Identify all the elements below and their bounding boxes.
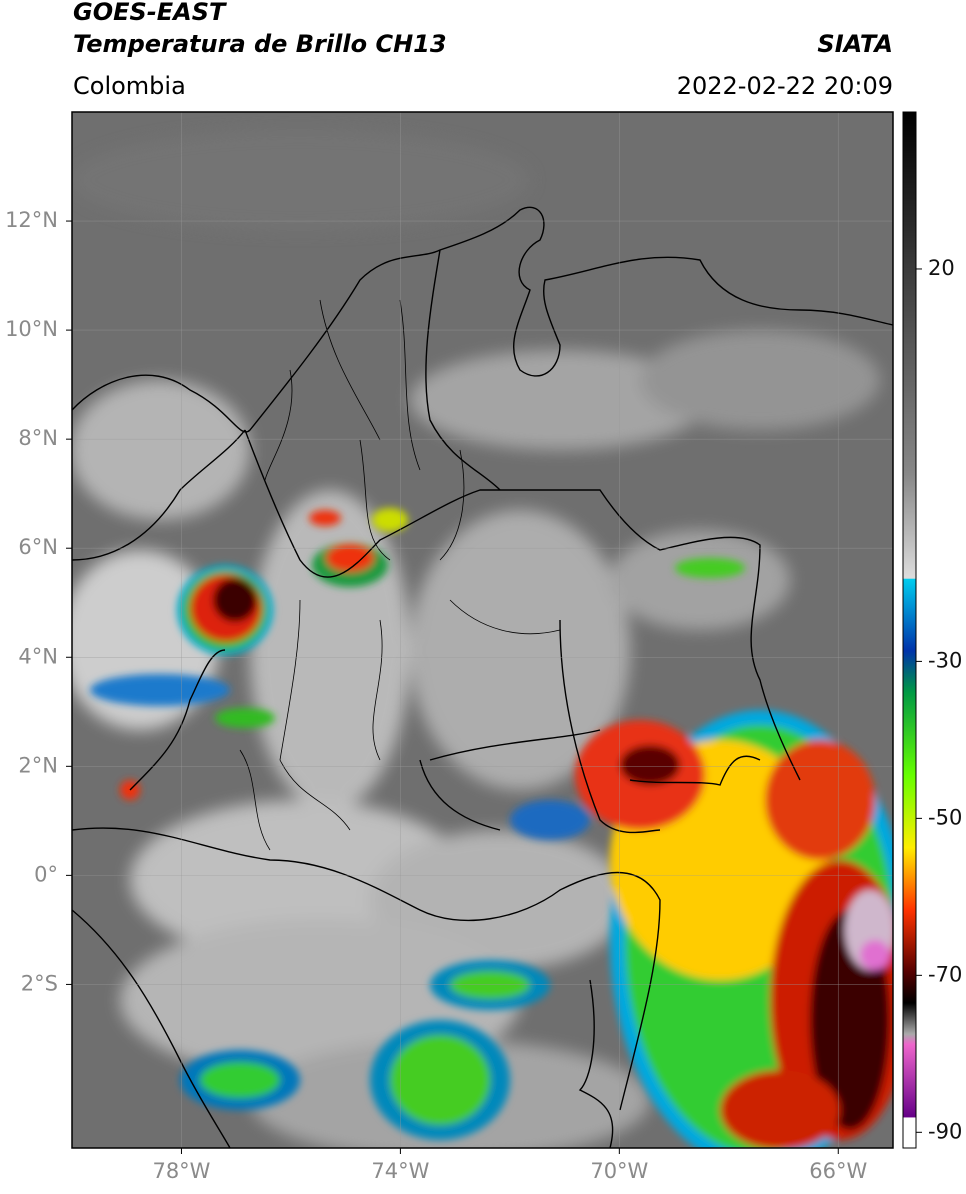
- subtitle: Temperatura de Brillo CH13: [73, 30, 447, 58]
- y-tick-label: 4°N: [18, 644, 58, 668]
- colorbar-tick-label: 20: [928, 256, 955, 280]
- y-tick-label: 12°N: [5, 208, 58, 232]
- y-tick-label: 8°N: [18, 426, 58, 450]
- satellite-image: [72, 112, 893, 1148]
- timestamp: 2022-02-22 20:09: [677, 72, 893, 100]
- source: SIATA: [817, 30, 893, 58]
- region: Colombia: [73, 72, 186, 100]
- colorbar: [902, 111, 917, 1149]
- colorbar-tick-label: -70: [928, 962, 962, 986]
- x-tick-label: 78°W: [152, 1159, 210, 1183]
- colorbar-tick-label: -30: [928, 648, 962, 672]
- grid: [72, 112, 893, 1148]
- y-tick-label: 10°N: [5, 317, 58, 341]
- x-tick-label: 74°W: [371, 1159, 429, 1183]
- y-tick-label: 2°N: [18, 753, 58, 777]
- x-tick-label: 70°W: [590, 1159, 648, 1183]
- map-frame: [71, 111, 894, 1149]
- y-tick-label: 0°: [34, 862, 58, 886]
- title: GOES-EAST: [73, 0, 227, 26]
- colorbar-tick-label: -90: [928, 1119, 962, 1143]
- colorbar-tick-label: -50: [928, 805, 962, 829]
- y-tick-label: 2°S: [21, 971, 58, 995]
- y-tick-label: 6°N: [18, 535, 58, 559]
- x-tick-label: 66°W: [809, 1159, 867, 1183]
